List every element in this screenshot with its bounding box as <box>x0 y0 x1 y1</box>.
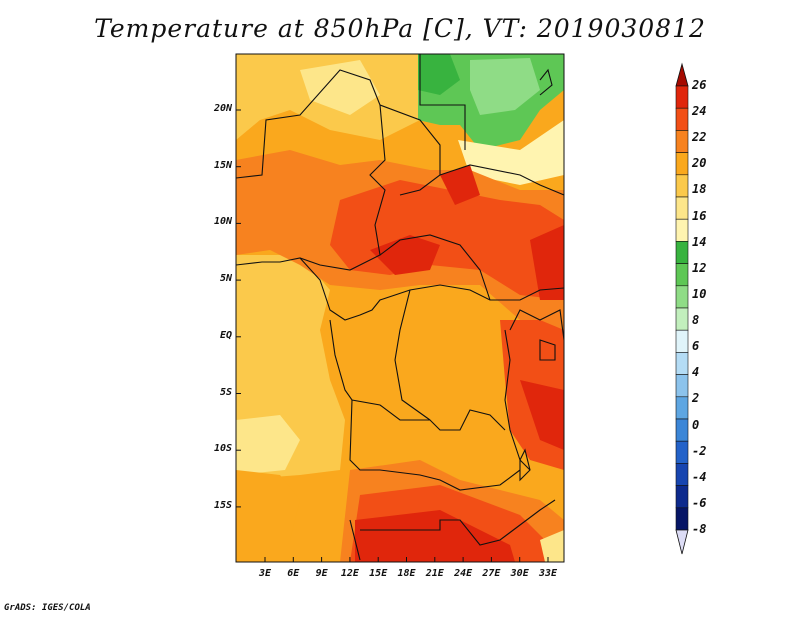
grads-credit: GrADS: IGES/COLA <box>4 603 91 613</box>
border-drc-south <box>329 319 506 431</box>
border-libya-egypt <box>419 54 466 150</box>
map-title: Temperature at 850hPa [C], VT: 201903081… <box>94 14 706 43</box>
colorbar-label: 4 <box>692 365 700 380</box>
colorbar-swatch <box>675 463 689 486</box>
colorbar-swatch <box>675 107 689 131</box>
colorbar-label: 8 <box>692 313 700 328</box>
colorbar-swatch <box>675 352 689 375</box>
colorbar-swatch <box>675 396 689 420</box>
field-southwest-cool <box>236 415 300 475</box>
political-borders <box>236 54 564 561</box>
colorbar-label: -8 <box>692 522 707 536</box>
x-axis-label: 30E <box>510 568 529 579</box>
border-central-east <box>299 257 564 321</box>
field-green-dark <box>418 54 460 95</box>
y-axis-label: 20N <box>213 103 232 114</box>
colorbar <box>675 62 689 555</box>
lake-malawi <box>519 448 531 482</box>
colorbar-label: 16 <box>692 208 707 223</box>
colorbar-swatch <box>675 285 689 309</box>
colorbar-label: -6 <box>692 495 707 510</box>
y-axis-label: 10S <box>213 443 232 455</box>
y-axis-label: 5N <box>219 273 232 285</box>
field-transition <box>458 120 564 185</box>
x-axis-label: 6E <box>287 568 300 579</box>
colorbar-label: 22 <box>692 130 707 145</box>
colorbar-label: 0 <box>692 417 700 432</box>
field-southeast-cool <box>540 530 564 562</box>
field-egypt-cooler <box>470 58 540 115</box>
x-axis-label: 3E <box>258 568 272 579</box>
x-axis-label: 27E <box>482 568 501 579</box>
y-axis-label: 5S <box>219 386 232 398</box>
colorbar-label: 18 <box>692 182 707 197</box>
border-great-lakes <box>504 329 531 471</box>
border-car <box>379 234 491 301</box>
field-southwest-orange <box>236 470 300 540</box>
colorbar-swatch <box>675 152 689 176</box>
colorbar-top-arrow <box>675 62 689 87</box>
border-sudan-north <box>439 164 564 196</box>
colorbar-swatch <box>675 418 689 442</box>
colorbar-label: 6 <box>692 339 700 354</box>
x-axis-label: 21E <box>425 568 444 579</box>
colorbar-label: -2 <box>692 443 707 458</box>
colorbar-label: -4 <box>692 469 707 484</box>
y-axis-ticks <box>236 109 241 508</box>
y-axis-label: 15N <box>213 159 232 171</box>
field-sahara-pale <box>300 60 380 115</box>
field-hotspot-c <box>440 165 480 205</box>
colorbar-label: 14 <box>692 234 707 249</box>
x-axis-label: 18E <box>397 568 416 579</box>
x-axis-label: 12E <box>340 568 359 579</box>
border-namibia-botswana <box>349 499 556 561</box>
colorbar-swatch <box>675 263 689 287</box>
x-axis-label: 15E <box>369 568 388 579</box>
colorbar-swatch <box>675 329 689 353</box>
colorbar-label: 26 <box>692 78 707 92</box>
map-frame <box>235 53 565 563</box>
colorbar-bottom-arrow <box>675 529 689 555</box>
x-axis-label: 33E <box>538 568 558 579</box>
colorbar-swatch <box>675 196 689 220</box>
colorbar-label: 12 <box>692 260 707 275</box>
border-kenya-uganda <box>509 309 564 341</box>
border-angola-zambia <box>349 399 521 491</box>
colorbar-swatch <box>675 374 689 398</box>
colorbar-swatch <box>675 241 689 264</box>
colorbar-label: 20 <box>692 156 707 171</box>
y-axis-label: EQ <box>219 329 232 341</box>
colorbar-swatch <box>675 130 689 153</box>
field-sahel-hot <box>330 180 564 300</box>
y-axis-label: 10N <box>213 216 232 228</box>
colorbar-swatch <box>675 485 689 509</box>
colorbar-swatch <box>675 440 689 464</box>
colorbar-swatch <box>675 174 689 198</box>
x-axis-label: 9E <box>315 568 328 579</box>
border-west-africa <box>236 69 386 271</box>
temperature-field <box>236 54 564 562</box>
y-axis-label: 15S <box>213 499 232 511</box>
colorbar-label: 2 <box>692 391 700 406</box>
lake-victoria <box>539 339 556 361</box>
nile-delta <box>539 68 553 96</box>
border-chad-north <box>379 104 441 196</box>
colorbar-swatch <box>675 218 689 242</box>
colorbar-label: 24 <box>692 104 707 119</box>
colorbar-swatch <box>675 85 689 109</box>
field-south-hot <box>355 510 515 562</box>
field-east-hot <box>520 380 564 450</box>
x-axis-ticks <box>264 557 549 562</box>
colorbar-label: 10 <box>692 286 707 301</box>
field-hotspot-b <box>530 225 564 300</box>
field-hotspot-a <box>370 235 440 275</box>
x-axis-label: 24E <box>454 568 473 579</box>
border-congo <box>394 289 431 421</box>
colorbar-swatch <box>675 307 689 331</box>
colorbar-swatch <box>675 507 689 531</box>
